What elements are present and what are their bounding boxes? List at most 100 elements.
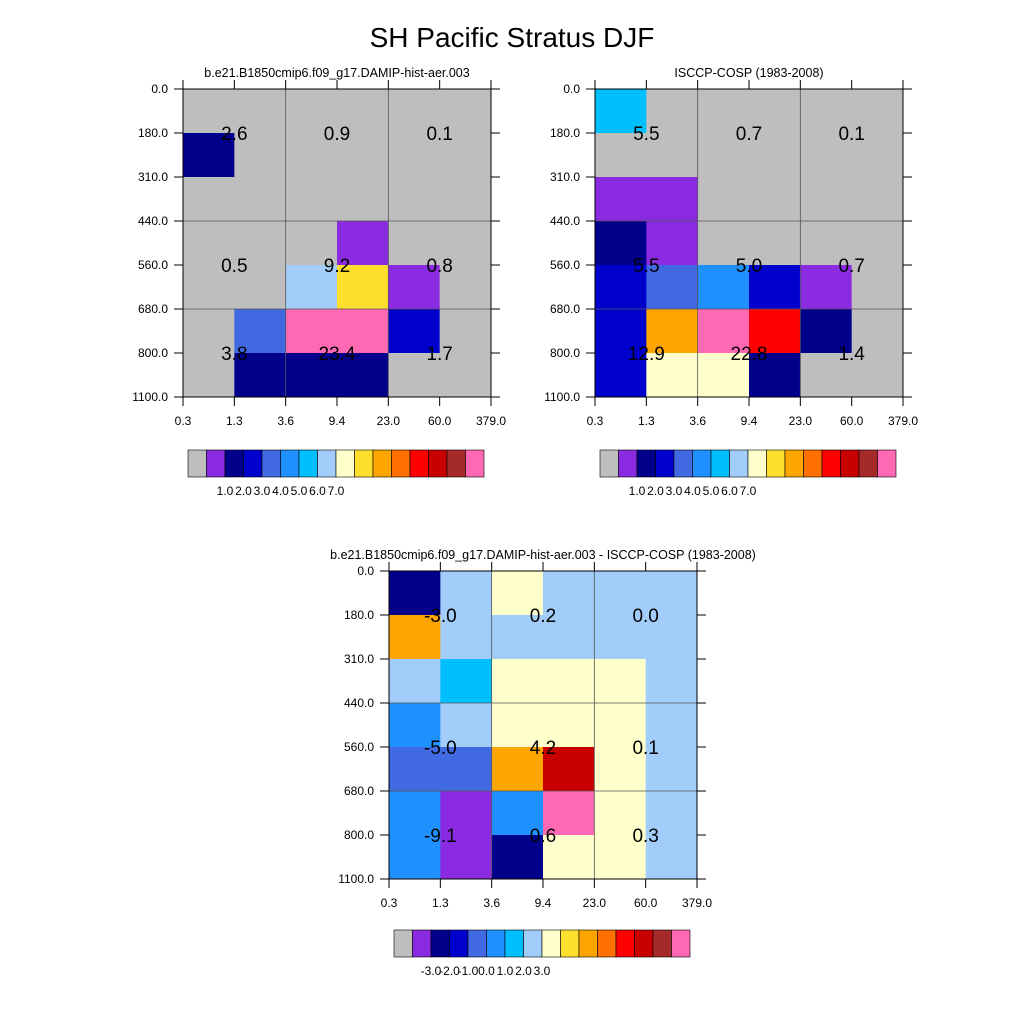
x-tick-label: 3.6 <box>483 896 500 910</box>
heatmap-cell <box>234 133 287 178</box>
heatmap-cell <box>439 89 492 134</box>
heatmap-cell <box>234 221 287 266</box>
y-tick-label: 680.0 <box>138 302 168 316</box>
heatmap-cell <box>439 221 492 266</box>
heatmap-cell <box>800 221 853 266</box>
heatmap-cell <box>439 353 492 398</box>
heatmap-cell <box>851 221 904 266</box>
heatmap-cell <box>389 835 441 880</box>
y-tick-label: 680.0 <box>550 302 580 316</box>
heatmap-cell <box>491 703 544 748</box>
heatmap-cell <box>800 89 853 134</box>
heatmap-cell <box>389 791 441 836</box>
colorbar-swatch <box>634 929 654 958</box>
heatmap-cell <box>800 353 853 398</box>
heatmap-cell <box>285 221 338 266</box>
heatmap-cell <box>491 571 544 616</box>
heatmap-cell <box>491 747 544 792</box>
heatmap-cell <box>851 133 904 178</box>
colorbar-swatch <box>858 449 878 478</box>
box-value-label: 12.9 <box>628 344 665 365</box>
x-tick-label: 3.6 <box>689 414 706 428</box>
colorbar-swatch <box>430 929 450 958</box>
heatmap-cell <box>594 659 647 704</box>
box-value-label: 0.1 <box>426 124 452 145</box>
heatmap-cell <box>595 89 647 134</box>
box-value-label: 5.0 <box>736 256 762 277</box>
heatmap-cell <box>440 791 493 836</box>
colorbar-swatch <box>409 449 429 478</box>
heatmap-cell <box>234 353 287 398</box>
box-value-label: 0.0 <box>632 606 658 627</box>
x-tick-label: 0.3 <box>587 414 604 428</box>
heatmap-cell <box>646 309 699 354</box>
x-tick-label: 1.3 <box>432 896 449 910</box>
panel-title: ISCCP-COSP (1983-2008) <box>674 66 823 80</box>
heatmap-cell <box>646 221 699 266</box>
heatmap-cell <box>595 221 647 266</box>
heatmap-cell <box>337 221 389 266</box>
colorbar-swatch <box>467 929 487 958</box>
box-value-label: 2.6 <box>221 124 247 145</box>
heatmap-cell <box>388 353 441 398</box>
heatmap-cell <box>594 835 647 880</box>
heatmap-cell <box>645 747 698 792</box>
heatmap-cell <box>645 703 698 748</box>
heatmap-cell <box>595 309 647 354</box>
box-value-label: 1.4 <box>838 344 865 365</box>
colorbar-label: 0.0 <box>478 964 495 978</box>
y-tick-label: 560.0 <box>550 258 580 272</box>
heatmap-cell <box>595 177 647 222</box>
y-tick-label: 440.0 <box>550 214 580 228</box>
colorbar-label: 6.0 <box>721 484 738 498</box>
x-tick-label: 379.0 <box>476 414 506 428</box>
heatmap-cell <box>697 133 750 178</box>
heatmap-cell <box>595 353 647 398</box>
colorbar-label: 3.0 <box>254 484 271 498</box>
heatmap-cell <box>234 177 287 222</box>
heatmap-cell <box>697 89 750 134</box>
colorbar-label: 5.0 <box>291 484 308 498</box>
heatmap-cell <box>645 615 698 660</box>
box-value-label: 1.7 <box>426 344 452 365</box>
heatmap-cell <box>594 571 647 616</box>
colorbar-label: -1.0 <box>458 964 479 978</box>
colorbar-swatch <box>597 929 617 958</box>
heatmap-cell <box>800 265 853 310</box>
colorbar-label: -3.0 <box>421 964 442 978</box>
heatmap-cell <box>646 353 699 398</box>
heatmap-cell <box>595 265 647 310</box>
colorbar-swatch <box>243 449 263 478</box>
y-tick-label: 800.0 <box>344 828 374 842</box>
box-value-label: 0.1 <box>632 738 658 759</box>
heatmap-cell <box>645 835 698 880</box>
colorbar-swatch <box>840 449 860 478</box>
heatmap-cell <box>388 309 441 354</box>
x-tick-label: 3.6 <box>277 414 294 428</box>
colorbar-swatch <box>261 449 281 478</box>
panel-title: b.e21.B1850cmip6.f09_g17.DAMIP-hist-aer.… <box>330 548 756 562</box>
colorbar-swatch <box>766 449 786 478</box>
box-value-label: 0.9 <box>324 124 350 145</box>
box-value-label: 0.3 <box>632 826 658 847</box>
heatmap-cell <box>440 615 493 660</box>
heatmap-cell <box>800 133 853 178</box>
colorbar-swatch <box>187 449 207 478</box>
colorbar-swatch <box>504 929 524 958</box>
colorbar-swatch <box>671 929 691 958</box>
panel-observations: ISCCP-COSP (1983-2008) 0.0 180.0 310.0 440.0… <box>544 66 918 498</box>
colorbar-label: 1.0 <box>629 484 646 498</box>
heatmap-cell <box>749 265 801 310</box>
heatmap-cell <box>440 747 493 792</box>
heatmap-cell <box>800 177 853 222</box>
x-tick-label: 1.3 <box>638 414 655 428</box>
x-tick-label: 0.3 <box>381 896 398 910</box>
heatmap-cell <box>183 177 235 222</box>
colorbar-label: 5.0 <box>703 484 720 498</box>
heatmap-cell <box>337 133 389 178</box>
panel-model: b.e21.B1850cmip6.f09_g17.DAMIP-hist-aer.… <box>132 66 506 498</box>
colorbar-swatch <box>224 449 244 478</box>
colorbar-swatch <box>317 449 337 478</box>
heatmap-cell <box>749 309 801 354</box>
